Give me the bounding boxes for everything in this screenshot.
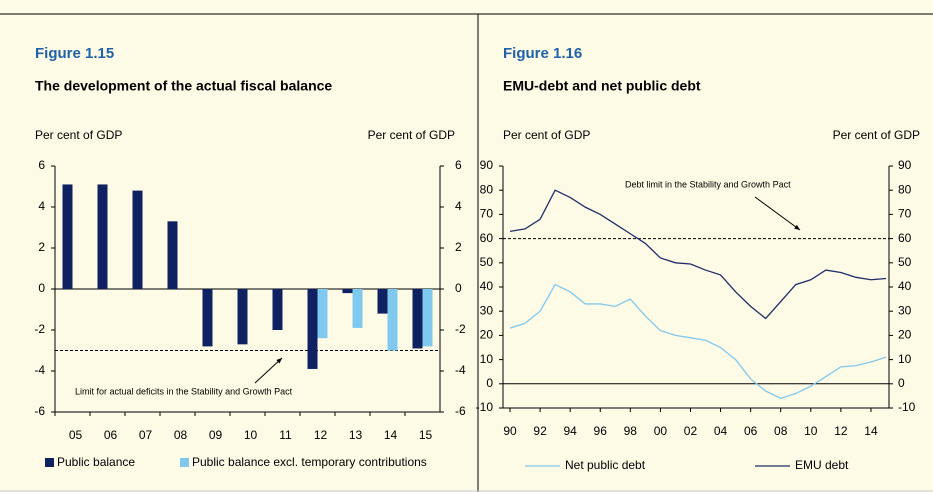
y2-axis-label: Per cent of GDP	[833, 128, 920, 142]
y-tick-label: 0	[38, 281, 45, 295]
bar	[272, 289, 283, 330]
annotation-arrow	[254, 357, 283, 384]
y2-tick-label: 6	[455, 158, 462, 172]
x-tick-label: 96	[594, 424, 608, 438]
y-tick-label: 60	[480, 231, 494, 245]
bar	[422, 289, 433, 347]
x-tick-label: 07	[139, 428, 153, 442]
legend-label: EMU debt	[795, 458, 849, 472]
y-axis-label: Per cent of GDP	[35, 128, 122, 142]
figure-label: Figure 1.16	[503, 45, 582, 62]
y2-axis-label: Per cent of GDP	[368, 128, 455, 142]
x-tick-label: 15	[419, 428, 433, 442]
y2-tick-label: 4	[455, 199, 462, 213]
figure-label: Figure 1.15	[35, 45, 114, 62]
y-tick-label: 70	[480, 207, 494, 221]
y2-tick-label: -6	[455, 404, 466, 418]
annotation: Debt limit in the Stability and Growth P…	[625, 179, 791, 189]
x-tick-label: 94	[563, 424, 577, 438]
x-tick-label: 05	[69, 428, 83, 442]
y-axis-label: Per cent of GDP	[503, 128, 590, 142]
arrow-head	[794, 224, 800, 230]
bar	[97, 184, 108, 289]
y-tick-label: -6	[34, 404, 45, 418]
y2-tick-label: 2	[455, 240, 462, 254]
legend-label: Public balance	[57, 455, 135, 469]
bar	[387, 289, 398, 351]
y2-tick-label: 90	[898, 158, 912, 172]
x-tick-label: 14	[864, 424, 878, 438]
y2-tick-label: 30	[898, 303, 912, 317]
line-series	[509, 283, 887, 400]
x-tick-label: 08	[174, 428, 188, 442]
bar	[202, 289, 213, 347]
bar	[167, 221, 178, 289]
x-tick-label: 13	[349, 428, 363, 442]
y-tick-label: -2	[34, 322, 45, 336]
y-tick-label: 40	[480, 279, 494, 293]
y2-tick-label: 40	[898, 279, 912, 293]
x-tick-label: 98	[624, 424, 638, 438]
y2-tick-label: 0	[898, 376, 905, 390]
bar	[307, 289, 318, 369]
annotation: Limit for actual deficits in the Stabili…	[75, 386, 293, 396]
x-tick-label: 12	[834, 424, 848, 438]
y2-tick-label: 10	[898, 352, 912, 366]
y2-tick-label: -2	[455, 322, 466, 336]
x-tick-label: 12	[314, 428, 328, 442]
line-series	[509, 189, 887, 320]
y-tick-label: 30	[480, 303, 494, 317]
bar	[132, 190, 143, 289]
y2-tick-label: 60	[898, 231, 912, 245]
bar	[352, 289, 363, 328]
x-tick-label: 02	[684, 424, 698, 438]
y-tick-label: 10	[480, 352, 494, 366]
legend-swatch	[180, 458, 189, 467]
bar	[412, 289, 423, 349]
y-tick-label: 6	[38, 158, 45, 172]
y2-tick-label: 80	[898, 182, 912, 196]
y-tick-label: 0	[486, 376, 493, 390]
x-tick-label: 00	[654, 424, 668, 438]
x-tick-label: 14	[384, 428, 398, 442]
x-tick-label: 92	[533, 424, 547, 438]
chart-title: The development of the actual fiscal bal…	[35, 78, 332, 94]
x-tick-label: 06	[744, 424, 758, 438]
y2-tick-label: 0	[455, 281, 462, 295]
y2-tick-label: 50	[898, 255, 912, 269]
y-tick-label: 4	[38, 199, 45, 213]
x-tick-label: 11	[279, 428, 292, 442]
y-tick-label: 2	[38, 240, 45, 254]
x-tick-label: 10	[244, 428, 258, 442]
x-tick-label: 08	[774, 424, 788, 438]
y-tick-label: 50	[480, 255, 494, 269]
bar	[237, 289, 248, 345]
x-tick-label: 10	[804, 424, 818, 438]
chart-title: EMU-debt and net public debt	[503, 78, 701, 94]
y2-tick-label: -4	[455, 363, 466, 377]
annotation-arrow	[754, 196, 801, 231]
x-tick-label: 06	[104, 428, 118, 442]
y-tick-label: -10	[476, 400, 494, 414]
y2-tick-label: -10	[898, 400, 916, 414]
legend-label: Public balance excl. temporary contribut…	[192, 455, 427, 469]
y-tick-label: 90	[480, 158, 494, 172]
y-tick-label: 20	[480, 328, 494, 342]
x-tick-label: 04	[714, 424, 728, 438]
y-tick-label: -4	[34, 363, 45, 377]
y-tick-label: 80	[480, 182, 494, 196]
y2-tick-label: 70	[898, 207, 912, 221]
legend-label: Net public debt	[565, 458, 646, 472]
legend-swatch	[45, 458, 54, 467]
y2-tick-label: 20	[898, 328, 912, 342]
bar	[62, 184, 73, 289]
x-tick-label: 90	[503, 424, 517, 438]
bar	[317, 289, 328, 339]
x-tick-label: 09	[209, 428, 223, 442]
bar	[377, 289, 388, 314]
arrow-head	[276, 358, 282, 364]
bar	[342, 289, 353, 294]
